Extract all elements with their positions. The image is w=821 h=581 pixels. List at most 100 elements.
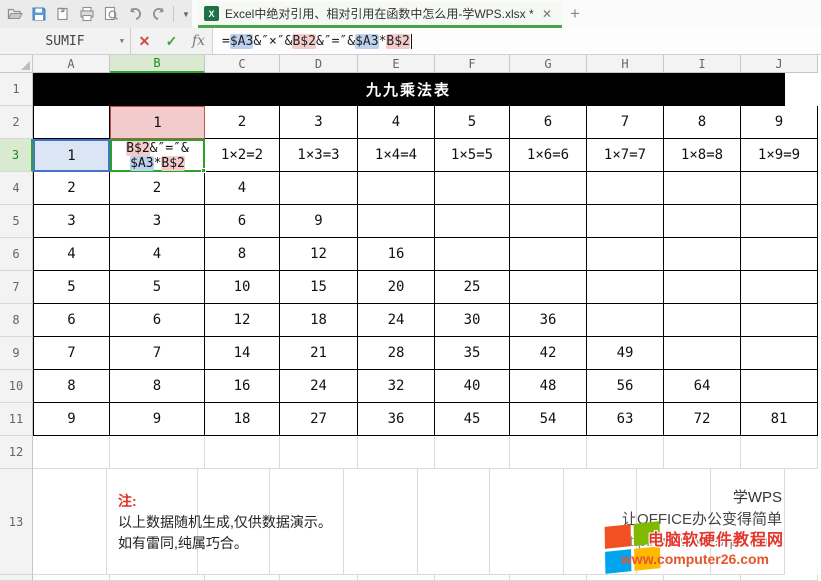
row-header-9[interactable]: 9 bbox=[0, 337, 33, 370]
row-header-10[interactable]: 10 bbox=[0, 370, 33, 403]
cell-A7[interactable]: 5 bbox=[33, 271, 110, 304]
formula-input[interactable]: = $A3 &″×″& B$2 &″=″& $A3 * B$2 bbox=[212, 28, 821, 54]
cell-H4[interactable] bbox=[587, 172, 664, 205]
save-as-icon[interactable] bbox=[53, 4, 73, 24]
cell-G7[interactable] bbox=[510, 271, 587, 304]
cell-C7[interactable]: 10 bbox=[205, 271, 280, 304]
cell-E4[interactable] bbox=[358, 172, 435, 205]
insert-function-button[interactable]: fx bbox=[191, 33, 206, 49]
cell-B4[interactable]: 2 bbox=[110, 172, 205, 205]
cell-I6[interactable] bbox=[664, 238, 741, 271]
cell-J8[interactable] bbox=[741, 304, 818, 337]
cell-D13[interactable] bbox=[269, 469, 345, 575]
cell-C11[interactable]: 18 bbox=[205, 403, 280, 436]
cell-H13[interactable] bbox=[563, 469, 638, 575]
cell-E9[interactable]: 28 bbox=[358, 337, 435, 370]
cell-B10[interactable]: 8 bbox=[110, 370, 205, 403]
redo-icon[interactable] bbox=[149, 4, 169, 24]
cell-B6[interactable]: 4 bbox=[110, 238, 205, 271]
cell-E12[interactable] bbox=[358, 436, 435, 469]
cell-B5[interactable]: 3 bbox=[110, 205, 205, 238]
cell-J14[interactable] bbox=[741, 575, 818, 581]
row-header-4[interactable]: 4 bbox=[0, 172, 33, 205]
cell-A12[interactable] bbox=[33, 436, 110, 469]
cell-G10[interactable]: 48 bbox=[510, 370, 587, 403]
cell-F5[interactable] bbox=[435, 205, 510, 238]
cell-G4[interactable] bbox=[510, 172, 587, 205]
cell-F3[interactable]: 1×5=5 bbox=[435, 139, 510, 172]
sheet-title-cell[interactable]: 九九乘法表 bbox=[33, 73, 785, 106]
cell-C14[interactable] bbox=[205, 575, 280, 581]
print-icon[interactable] bbox=[77, 4, 97, 24]
cell-J12[interactable] bbox=[741, 436, 818, 469]
cell-A14[interactable] bbox=[33, 575, 110, 581]
cell-H3[interactable]: 1×7=7 bbox=[587, 139, 664, 172]
cell-H14[interactable] bbox=[587, 575, 664, 581]
select-all-corner[interactable] bbox=[0, 55, 33, 73]
cell-C5[interactable]: 6 bbox=[205, 205, 280, 238]
cell-C9[interactable]: 14 bbox=[205, 337, 280, 370]
cell-C4[interactable]: 4 bbox=[205, 172, 280, 205]
cell-A6[interactable]: 4 bbox=[33, 238, 110, 271]
row-header-3[interactable]: 3 bbox=[0, 139, 33, 172]
cell-B2[interactable]: 1 bbox=[110, 106, 205, 139]
cell-E6[interactable]: 16 bbox=[358, 238, 435, 271]
cell-J5[interactable] bbox=[741, 205, 818, 238]
column-header-B[interactable]: B bbox=[110, 55, 205, 73]
column-header-F[interactable]: F bbox=[435, 55, 510, 73]
cell-F2[interactable]: 5 bbox=[435, 106, 510, 139]
cell-F13[interactable] bbox=[418, 469, 490, 575]
cell-I9[interactable] bbox=[664, 337, 741, 370]
cell-F8[interactable]: 30 bbox=[435, 304, 510, 337]
cell-F7[interactable]: 25 bbox=[435, 271, 510, 304]
cell-I10[interactable]: 64 bbox=[664, 370, 741, 403]
row-header-5[interactable]: 5 bbox=[0, 205, 33, 238]
cell-J6[interactable] bbox=[741, 238, 818, 271]
cell-E8[interactable]: 24 bbox=[358, 304, 435, 337]
cell-I3[interactable]: 1×8=8 bbox=[664, 139, 741, 172]
cell-A4[interactable]: 2 bbox=[33, 172, 110, 205]
toolbar-more-icon[interactable]: ▼ bbox=[182, 9, 190, 19]
column-header-E[interactable]: E bbox=[358, 55, 435, 73]
cell-G2[interactable]: 6 bbox=[510, 106, 587, 139]
cell-H8[interactable] bbox=[587, 304, 664, 337]
cell-C10[interactable]: 16 bbox=[205, 370, 280, 403]
cell-J4[interactable] bbox=[741, 172, 818, 205]
name-box-caret-icon[interactable]: ▼ bbox=[119, 37, 124, 45]
cell-B13[interactable] bbox=[106, 469, 198, 575]
cell-G6[interactable] bbox=[510, 238, 587, 271]
cell-A13[interactable] bbox=[33, 469, 107, 575]
column-header-C[interactable]: C bbox=[205, 55, 280, 73]
cell-E10[interactable]: 32 bbox=[358, 370, 435, 403]
undo-icon[interactable] bbox=[125, 4, 145, 24]
cell-I5[interactable] bbox=[664, 205, 741, 238]
cell-D5[interactable]: 9 bbox=[280, 205, 358, 238]
column-header-D[interactable]: D bbox=[280, 55, 358, 73]
cell-G13[interactable] bbox=[489, 469, 564, 575]
cell-H11[interactable]: 63 bbox=[587, 403, 664, 436]
cell-E5[interactable] bbox=[358, 205, 435, 238]
cell-E7[interactable]: 20 bbox=[358, 271, 435, 304]
cell-H12[interactable] bbox=[587, 436, 664, 469]
cell-J10[interactable] bbox=[741, 370, 818, 403]
cell-C6[interactable]: 8 bbox=[205, 238, 280, 271]
column-header-H[interactable]: H bbox=[587, 55, 664, 73]
open-icon[interactable] bbox=[5, 4, 25, 24]
cell-J13[interactable] bbox=[711, 469, 785, 575]
cell-F12[interactable] bbox=[435, 436, 510, 469]
new-tab-button[interactable]: + bbox=[570, 4, 580, 23]
formula-cancel-button[interactable]: ✕ bbox=[138, 32, 151, 49]
cell-C3[interactable]: 1×2=2 bbox=[205, 139, 280, 172]
cell-E3[interactable]: 1×4=4 bbox=[358, 139, 435, 172]
cell-C2[interactable]: 2 bbox=[205, 106, 280, 139]
cell-I2[interactable]: 8 bbox=[664, 106, 741, 139]
cell-F6[interactable] bbox=[435, 238, 510, 271]
cell-J9[interactable] bbox=[741, 337, 818, 370]
row-header-13[interactable]: 13 bbox=[0, 469, 33, 575]
cell-E13[interactable] bbox=[344, 469, 419, 575]
cell-G3[interactable]: 1×6=6 bbox=[510, 139, 587, 172]
row-header-11[interactable]: 11 bbox=[0, 403, 33, 436]
cell-A10[interactable]: 8 bbox=[33, 370, 110, 403]
cell-G5[interactable] bbox=[510, 205, 587, 238]
cell-C12[interactable] bbox=[205, 436, 280, 469]
